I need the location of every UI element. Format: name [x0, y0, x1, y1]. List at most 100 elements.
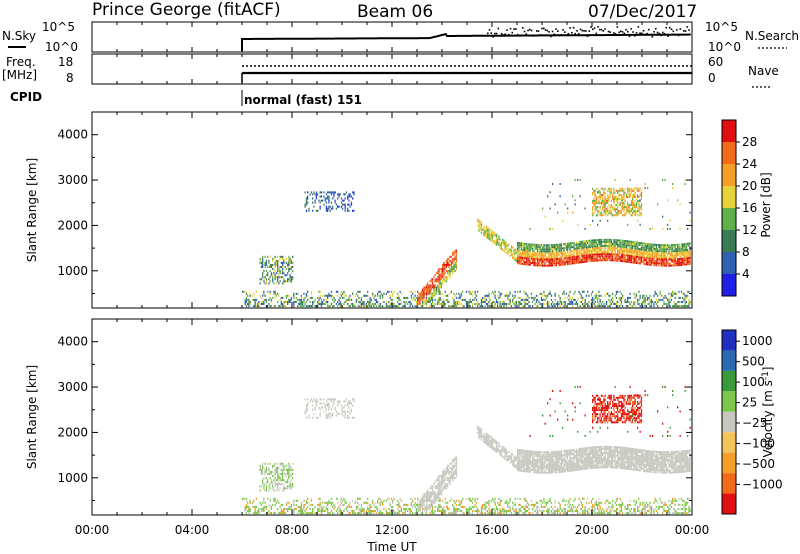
power-cell [515, 257, 518, 260]
power-cell [443, 305, 445, 308]
power-cell [689, 246, 691, 249]
power-cell [439, 274, 441, 277]
power-cell [630, 244, 633, 247]
power-cell [643, 250, 645, 253]
power-cell [574, 290, 576, 293]
power-cell [448, 274, 450, 277]
power-cell [500, 243, 503, 246]
power-cell [517, 241, 519, 244]
power-cell [582, 244, 584, 247]
power-cell [604, 206, 606, 209]
power-cell [659, 246, 661, 249]
power-cell [595, 296, 598, 299]
power-cell [428, 288, 430, 291]
power-cell [349, 298, 351, 301]
velocity-cell [677, 508, 679, 510]
power-cell [685, 247, 688, 249]
velocity-cell [599, 512, 601, 515]
power-cell [542, 262, 544, 265]
power-cell [595, 206, 598, 209]
power-cell [674, 292, 676, 295]
power-cell [444, 268, 446, 271]
power-cell [440, 298, 443, 301]
power-cell [522, 250, 524, 253]
power-cell [329, 294, 331, 297]
power-cell [653, 303, 655, 305]
velocity-cell [370, 505, 373, 508]
power-cell [320, 303, 323, 305]
power-cell [493, 231, 495, 234]
power-cell [568, 260, 570, 263]
power-cell [289, 268, 291, 271]
power-cell [434, 284, 436, 287]
power-cell [607, 193, 609, 196]
power-cell [673, 260, 675, 263]
power-cell [352, 303, 354, 305]
velocity-cell [520, 505, 523, 508]
power-cell [600, 303, 603, 305]
velocity-cell [480, 510, 483, 512]
power-cell [359, 303, 361, 305]
power-cell [268, 282, 270, 285]
power-cell [278, 305, 280, 308]
power-cell [599, 191, 601, 194]
power-cell [682, 249, 684, 252]
power-cell [657, 254, 659, 257]
power-cell [470, 292, 473, 295]
power-cell [604, 210, 606, 213]
power-cell [628, 242, 630, 245]
power-cell [484, 230, 486, 233]
power-cell [537, 294, 539, 297]
power-cell [447, 278, 449, 281]
velocity-cell [458, 508, 460, 510]
velocity-cell [609, 508, 611, 510]
power-cell [653, 243, 655, 246]
power-cell [578, 253, 580, 256]
power-cell [500, 245, 503, 248]
power-cell [299, 305, 301, 308]
power-cell [272, 257, 274, 260]
power-cell [517, 245, 519, 248]
power-cell [604, 204, 606, 207]
power-cell [449, 268, 451, 271]
velocity-cell [499, 503, 501, 506]
power-cell [640, 246, 643, 249]
power-cell [603, 257, 605, 260]
power-cell [305, 301, 308, 303]
power-cell [658, 246, 660, 249]
power-cell [689, 258, 691, 261]
power-cell [288, 261, 290, 264]
velocity-cell [477, 512, 479, 515]
velocity-cell [487, 501, 489, 504]
power-cell [608, 298, 610, 301]
velocity-cell [327, 512, 329, 515]
power-cell [507, 252, 509, 255]
power-cell [603, 200, 605, 202]
velocity-cell [345, 501, 348, 504]
velocity-cell [422, 508, 424, 510]
velocity-cell [340, 512, 343, 515]
power-cell [617, 243, 619, 246]
velocity-cell [453, 512, 455, 515]
velocity-cell [254, 512, 256, 515]
velocity-cell [609, 512, 611, 515]
velocity-cell [483, 503, 485, 506]
power-cell [529, 251, 531, 254]
power-cell [265, 282, 268, 285]
velocity-cell [452, 503, 454, 506]
power-cell [400, 303, 403, 305]
power-cell [575, 301, 578, 303]
power-cell [678, 243, 680, 246]
power-cell [552, 256, 554, 259]
velocity-cell [484, 501, 486, 504]
velocity-cell [460, 501, 463, 504]
power-cell [627, 246, 629, 249]
power-cell [367, 298, 369, 301]
power-cell [454, 257, 456, 260]
power-cell [547, 264, 549, 267]
power-cell [683, 251, 685, 254]
power-cell [532, 296, 534, 299]
power-cell [615, 200, 618, 202]
power-cell [345, 294, 348, 297]
velocity-cell [637, 508, 639, 510]
